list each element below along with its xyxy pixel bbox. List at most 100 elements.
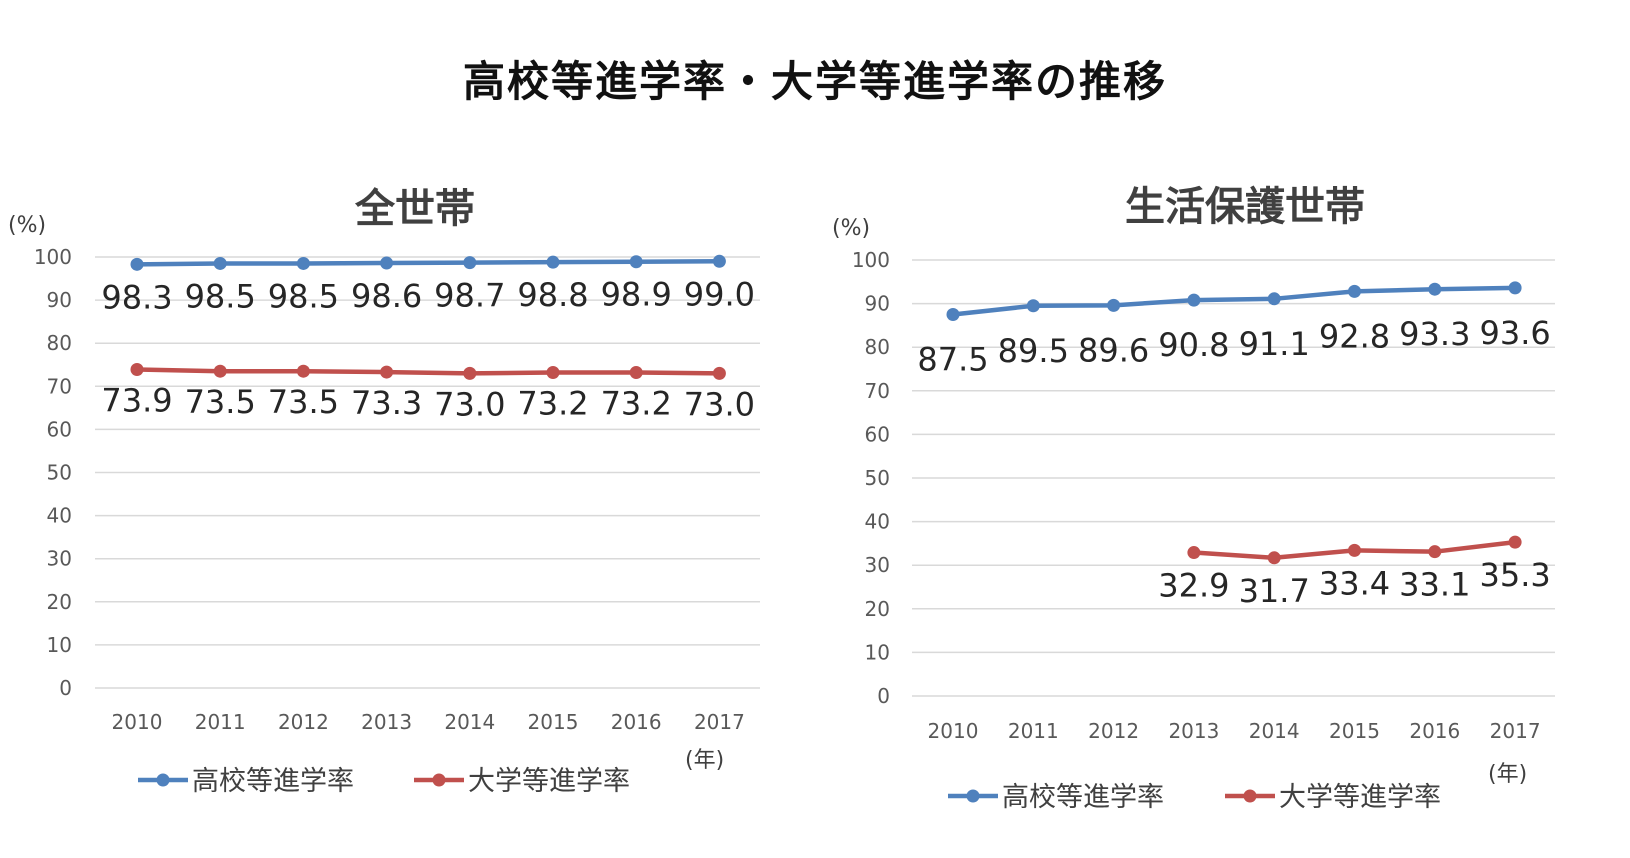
y-tick-label: 70 bbox=[47, 374, 72, 398]
data-label: 73.3 bbox=[351, 384, 422, 422]
legend-marker bbox=[432, 773, 446, 787]
data-label: 98.8 bbox=[517, 276, 588, 314]
data-point bbox=[712, 366, 726, 380]
x-tick-label: 2011 bbox=[195, 710, 246, 734]
x-tick-label: 2017 bbox=[694, 710, 745, 734]
data-point bbox=[546, 255, 560, 269]
y-tick-label: 50 bbox=[865, 466, 890, 490]
x-tick-label: 2014 bbox=[444, 710, 495, 734]
y-tick-label: 60 bbox=[47, 417, 72, 441]
y-tick-label: 80 bbox=[865, 335, 890, 359]
data-label: 73.0 bbox=[434, 385, 505, 423]
data-label: 98.7 bbox=[434, 277, 505, 315]
data-label: 99.0 bbox=[684, 275, 755, 313]
data-point bbox=[1107, 298, 1121, 312]
data-label: 93.3 bbox=[1399, 315, 1470, 353]
chart-title: 生活保護世帯 bbox=[1125, 184, 1365, 230]
data-point bbox=[130, 362, 144, 376]
x-tick-label: 2015 bbox=[528, 710, 579, 734]
x-tick-label: 2011 bbox=[1008, 719, 1059, 743]
y-tick-label: 0 bbox=[59, 676, 72, 700]
data-label: 73.0 bbox=[684, 385, 755, 423]
x-axis-unit-label: (年) bbox=[1488, 762, 1527, 787]
data-label: 98.5 bbox=[185, 277, 256, 315]
y-tick-label: 30 bbox=[47, 547, 72, 571]
data-point bbox=[380, 365, 394, 379]
data-point bbox=[712, 254, 726, 268]
data-label: 92.8 bbox=[1319, 317, 1390, 355]
data-label: 73.5 bbox=[185, 383, 256, 421]
data-point bbox=[1348, 284, 1361, 298]
data-point bbox=[1187, 546, 1201, 560]
x-tick-label: 2012 bbox=[1088, 719, 1139, 743]
data-label: 93.6 bbox=[1479, 314, 1550, 352]
data-point bbox=[1267, 551, 1281, 565]
data-label: 73.2 bbox=[601, 385, 672, 423]
data-point bbox=[380, 256, 394, 270]
data-point bbox=[463, 256, 477, 270]
data-point bbox=[213, 364, 227, 378]
data-point bbox=[546, 366, 560, 380]
data-label: 73.5 bbox=[268, 383, 339, 421]
y-tick-label: 90 bbox=[47, 288, 72, 312]
data-point bbox=[1026, 299, 1040, 313]
data-point bbox=[213, 256, 227, 270]
series-line bbox=[134, 367, 722, 376]
data-label: 87.5 bbox=[917, 341, 988, 379]
data-point bbox=[296, 364, 310, 378]
legend-label: 高校等進学率 bbox=[192, 766, 354, 797]
data-point bbox=[130, 257, 144, 271]
x-tick-label: 2017 bbox=[1490, 719, 1541, 743]
data-label: 98.3 bbox=[101, 278, 172, 316]
y-tick-label: 10 bbox=[865, 640, 890, 664]
y-tick-label: 10 bbox=[47, 633, 72, 657]
data-label: 33.1 bbox=[1399, 566, 1470, 604]
x-tick-label: 2013 bbox=[361, 710, 412, 734]
data-point bbox=[1187, 293, 1201, 307]
data-point bbox=[1428, 545, 1442, 559]
data-label: 89.5 bbox=[998, 332, 1069, 370]
y-tick-label: 50 bbox=[47, 461, 72, 485]
legend-marker bbox=[966, 789, 980, 803]
x-tick-label: 2012 bbox=[278, 710, 329, 734]
page-title: 高校等進学率・大学等進学率の推移 bbox=[462, 57, 1167, 106]
data-point bbox=[629, 366, 643, 380]
data-point bbox=[629, 255, 643, 269]
data-label: 91.1 bbox=[1239, 325, 1310, 363]
data-label: 73.9 bbox=[101, 381, 172, 419]
x-tick-label: 2010 bbox=[928, 719, 979, 743]
y-tick-label: 30 bbox=[865, 553, 890, 577]
y-tick-label: 20 bbox=[865, 597, 890, 621]
x-tick-label: 2016 bbox=[611, 710, 662, 734]
y-tick-label: 100 bbox=[852, 248, 890, 272]
legend-label: 高校等進学率 bbox=[1002, 782, 1164, 813]
data-point bbox=[1267, 292, 1281, 306]
data-point bbox=[1428, 282, 1442, 296]
y-tick-label: 100 bbox=[34, 245, 72, 269]
data-label: 33.4 bbox=[1319, 564, 1390, 602]
y-tick-label: 0 bbox=[877, 684, 890, 708]
x-axis-unit-label: (年) bbox=[685, 748, 724, 773]
y-axis-unit-label: (%) bbox=[8, 213, 46, 238]
y-tick-label: 60 bbox=[865, 422, 890, 446]
data-label: 32.9 bbox=[1158, 567, 1229, 605]
data-label: 35.3 bbox=[1479, 556, 1550, 594]
legend-label: 大学等進学率 bbox=[468, 766, 630, 797]
y-axis-unit-label: (%) bbox=[832, 216, 870, 241]
x-tick-label: 2014 bbox=[1249, 719, 1300, 743]
y-tick-label: 40 bbox=[47, 504, 72, 528]
data-label: 73.2 bbox=[517, 385, 588, 423]
data-label: 98.6 bbox=[351, 277, 422, 315]
data-point bbox=[1508, 281, 1522, 295]
legend-marker bbox=[156, 773, 170, 787]
data-point bbox=[1508, 535, 1522, 549]
data-label: 90.8 bbox=[1158, 326, 1229, 364]
y-tick-label: 40 bbox=[865, 510, 890, 534]
chart-title: 全世帯 bbox=[354, 186, 475, 232]
series-line bbox=[950, 285, 1518, 317]
data-point bbox=[296, 256, 310, 270]
data-label: 89.6 bbox=[1078, 331, 1149, 369]
x-tick-label: 2013 bbox=[1168, 719, 1219, 743]
